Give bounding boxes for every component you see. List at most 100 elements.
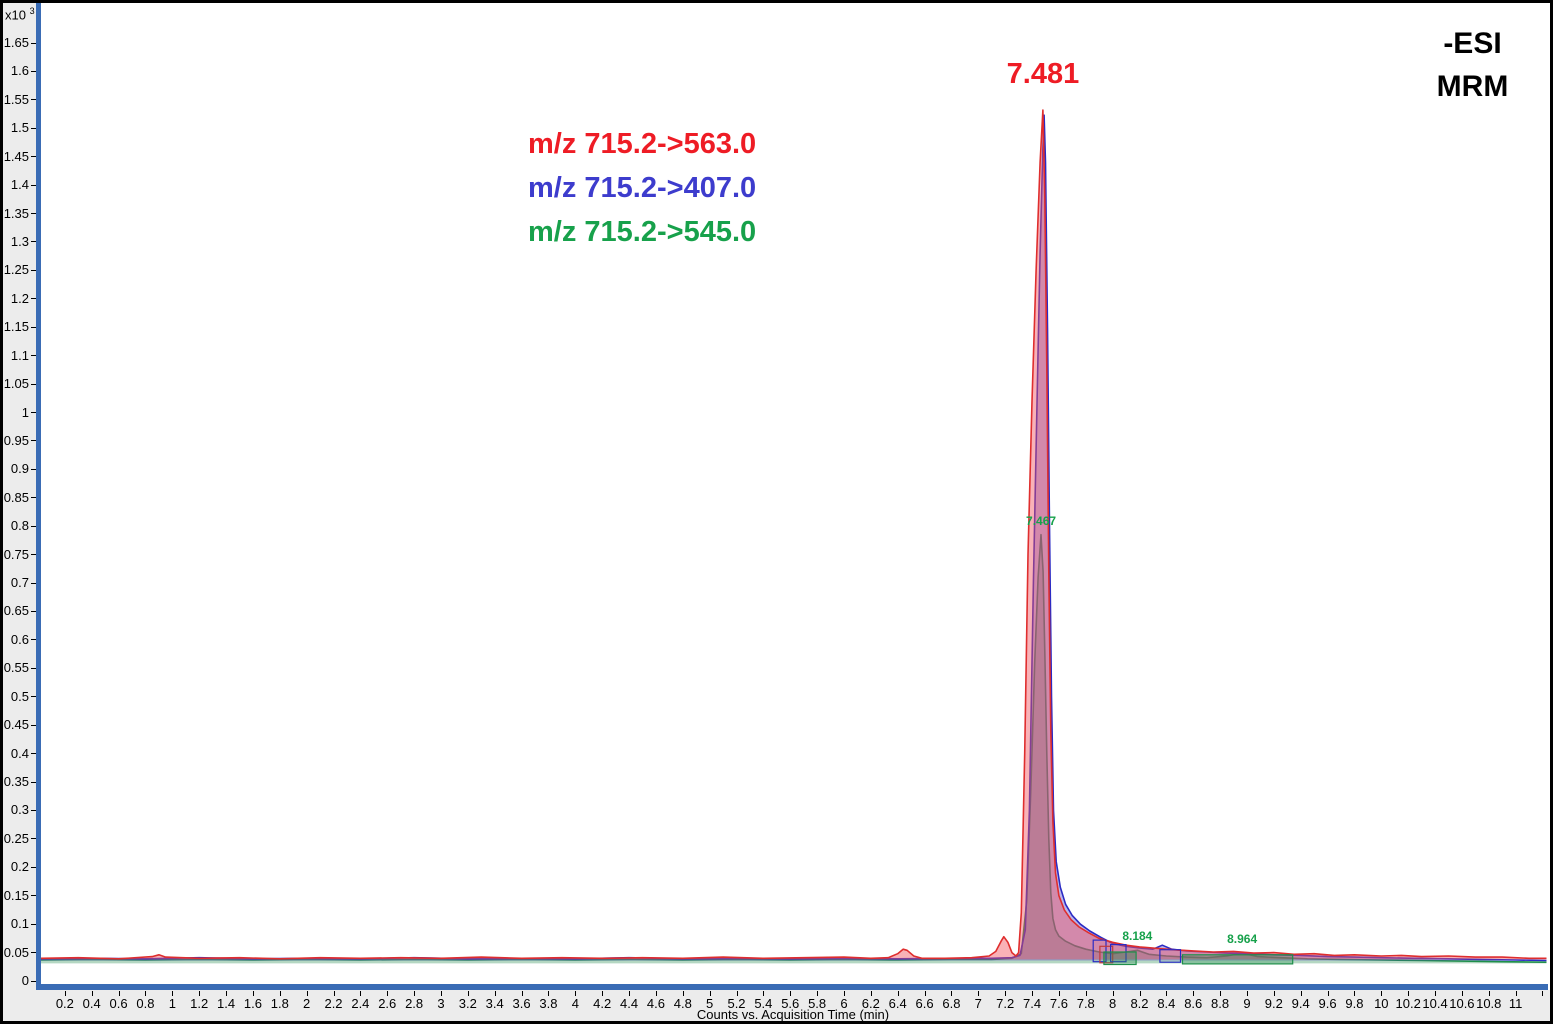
y-tick-label: 0.9 [10,461,29,477]
y-tick-label: 0.35 [3,774,29,790]
x-tick-mark [1166,991,1168,996]
series-curve-2 [40,533,1547,963]
x-tick-label: 9.6 [1318,996,1337,1011]
x-tick-mark [306,991,308,996]
peak-label-8.964: 8.964 [1227,932,1258,947]
x-tick-mark [817,991,819,996]
series-curve-1 [40,114,1547,962]
x-tick-label: 5 [706,996,714,1011]
x-tick-label: 8.2 [1130,996,1149,1011]
integration-mark-4[interactable] [1159,949,1182,963]
x-tick-mark [682,991,684,996]
y-tick-label: 1.3 [10,233,29,249]
y-tick-label: 1.55 [3,91,29,107]
y-tick-mark [31,241,37,243]
x-tick-mark [118,991,120,996]
x-tick-label: 10.6 [1449,996,1475,1011]
integration-mark-2[interactable] [1109,943,1127,963]
y-tick-label: 0.5 [10,688,29,704]
x-tick-mark [414,991,416,996]
x-tick-label: 7.8 [1076,996,1095,1011]
y-tick-label: 1.5 [10,120,29,136]
peak-label-7.481: 7.481 [1006,58,1080,91]
x-tick-label: 9.2 [1264,996,1283,1011]
x-tick-mark [709,991,711,996]
series-curve-0 [40,109,1547,960]
x-tick-label: 2 [303,996,311,1011]
x-tick-mark [548,991,550,996]
x-tick-mark [790,991,792,996]
x-tick-label: 10.2 [1395,996,1421,1011]
x-tick-label: 11 [1508,996,1523,1011]
x-tick-mark [467,991,469,996]
y-axis-exponent-label: x10 3 [5,6,35,23]
x-tick-mark [763,991,765,996]
x-tick-mark [199,991,201,996]
x-axis-title: Counts vs. Acquisition Time (min) [696,1007,890,1022]
y-axis-line [36,3,41,990]
x-tick-label: 1.8 [270,996,289,1011]
y-tick-mark [31,866,37,868]
integration-mark-1[interactable] [1099,945,1114,964]
x-tick-label: 6.2 [861,996,880,1011]
x-tick-mark [897,991,899,996]
x-tick-mark [1193,991,1195,996]
x-tick-label: 2.6 [378,996,397,1011]
x-tick-label: 9.8 [1345,996,1364,1011]
y-tick-mark [31,724,37,726]
y-tick-mark [31,412,37,414]
y-tick-mark [31,156,37,158]
legend-transition-1: m/z 715.2->407.0 [528,172,757,204]
x-tick-mark [1300,991,1302,996]
x-tick-label: 7.4 [1022,996,1042,1011]
x-tick-mark [1381,991,1383,996]
x-tick-mark [1488,991,1490,996]
y-tick-label: 0.3 [10,802,29,818]
x-tick-label: 7.6 [1049,996,1068,1011]
x-tick-label: 1.2 [190,996,209,1011]
y-tick-label: 0.45 [3,717,29,733]
x-tick-mark [978,991,980,996]
x-tick-label: 3.6 [512,996,531,1011]
x-tick-mark [494,991,496,996]
x-tick-mark [226,991,228,996]
x-tick-mark [1515,991,1517,996]
x-tick-label: 4.8 [673,996,692,1011]
x-tick-label: 9.4 [1291,996,1310,1011]
x-tick-label: 4.2 [593,996,612,1011]
y-tick-mark [31,980,37,982]
series-fill-1 [40,115,1547,961]
x-tick-label: 10.4 [1422,996,1448,1011]
y-tick-label: 0.2 [10,859,29,875]
integration-mark-3[interactable] [1103,951,1137,966]
x-tick-label: 7 [974,996,982,1011]
y-tick-label: 0.1 [10,916,29,932]
x-tick-mark [64,991,66,996]
x-tick-mark [1542,991,1544,996]
x-tick-mark [145,991,147,996]
x-tick-mark [1085,991,1087,996]
y-tick-label: 0.65 [3,603,29,619]
x-tick-label: 4.4 [620,996,639,1011]
y-tick-mark [31,582,37,584]
x-tick-mark [252,991,254,996]
x-tick-label: 3 [437,996,445,1011]
y-tick-mark [31,184,37,186]
x-tick-label: 8.4 [1157,996,1176,1011]
x-tick-label: 1.4 [217,996,236,1011]
x-tick-mark [1005,991,1007,996]
y-tick-label: 0.4 [10,745,29,761]
y-tick-mark [31,781,37,783]
y-tick-label: 1.4 [10,177,29,193]
x-tick-label: 2.4 [351,996,370,1011]
y-tick-mark [31,838,37,840]
y-tick-label: 0.8 [10,518,29,534]
x-tick-label: 9 [1243,996,1251,1011]
y-tick-label: 0.7 [10,575,29,591]
x-tick-mark [602,991,604,996]
x-tick-mark [387,991,389,996]
peak-label-7.467: 7.467 [1026,513,1057,528]
integration-mark-5[interactable] [1181,954,1294,965]
